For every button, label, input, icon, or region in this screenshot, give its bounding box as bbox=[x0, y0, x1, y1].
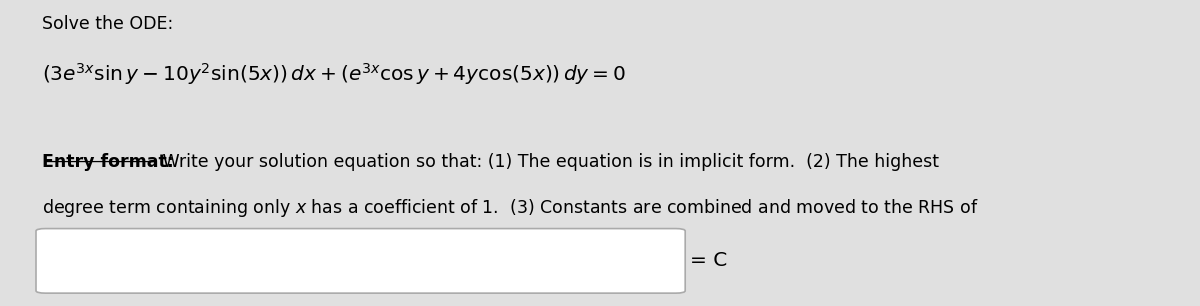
Text: the equation.: the equation. bbox=[42, 242, 158, 260]
Text: Solve the ODE:: Solve the ODE: bbox=[42, 15, 173, 33]
Text: degree term containing only $x$ has a coefficient of 1.  (3) Constants are combi: degree term containing only $x$ has a co… bbox=[42, 197, 979, 219]
Text: = C: = C bbox=[690, 251, 727, 271]
Text: Entry format:: Entry format: bbox=[42, 153, 174, 171]
FancyBboxPatch shape bbox=[36, 229, 685, 293]
Text: $(3e^{3x}\sin y - 10y^2\sin(5x))\,dx + (e^{3x}\cos y + 4y\cos(5x))\,dy = 0$: $(3e^{3x}\sin y - 10y^2\sin(5x))\,dx + (… bbox=[42, 61, 626, 87]
Text: Write your solution equation so that: (1) The equation is in implicit form.  (2): Write your solution equation so that: (1… bbox=[157, 153, 940, 171]
